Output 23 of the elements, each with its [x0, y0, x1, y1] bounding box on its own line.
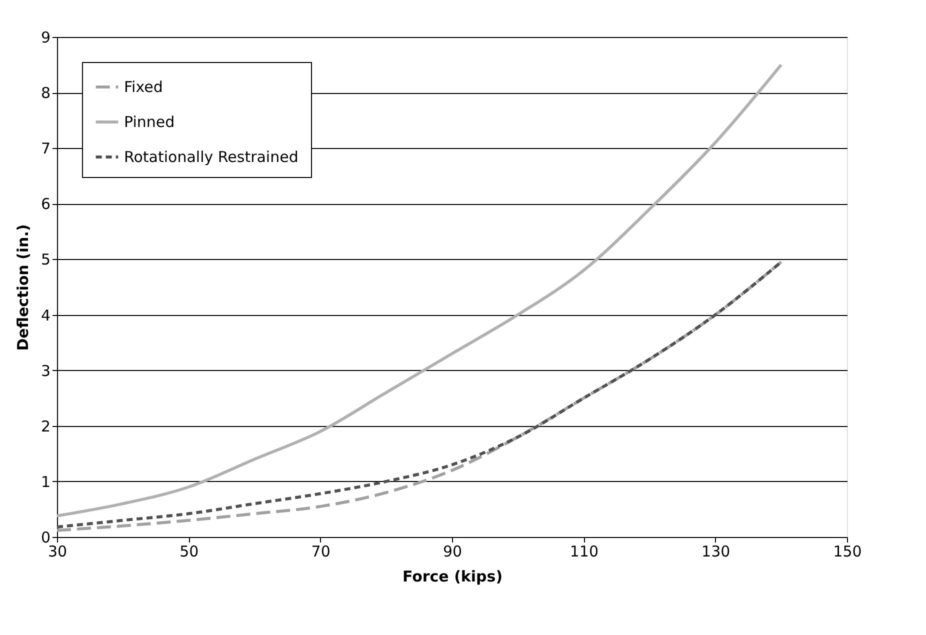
x-axis-title: Force (kips)	[402, 568, 503, 586]
legend-label: Fixed	[124, 78, 163, 96]
y-axis-title: Deflection (in.)	[14, 224, 32, 351]
x-tick-label: 30	[48, 542, 68, 560]
y-tick-label: 0	[40, 528, 50, 546]
y-tick-label: 2	[40, 417, 50, 436]
line-series	[56, 63, 783, 518]
x-tick-label: 150	[833, 542, 862, 560]
y-tick-label: 4	[40, 306, 50, 324]
legend-label: Pinned	[124, 113, 175, 131]
x-tick-label: 70	[311, 542, 330, 560]
y-tick-label: 8	[40, 84, 50, 102]
x-tick-label: 110	[570, 542, 598, 560]
x-tick-label: 90	[442, 542, 462, 560]
y-tick-label: 7	[40, 140, 50, 158]
legend-label: Rotationally Restrained	[124, 148, 298, 166]
y-tick-label: 9	[40, 28, 50, 46]
x-tick-label: 50	[180, 542, 199, 560]
y-tick-label: 1	[40, 472, 50, 491]
x-tick-label: 130	[702, 542, 730, 560]
y-tick-label: 5	[40, 250, 50, 269]
y-tick-label: 6	[40, 195, 50, 214]
y-tick-label: 3	[40, 362, 50, 380]
